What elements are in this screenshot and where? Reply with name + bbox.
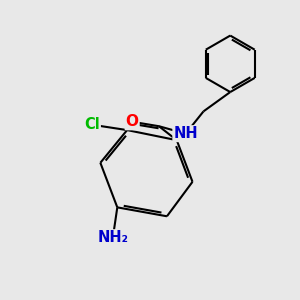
Text: NH₂: NH₂ [97,230,128,245]
Text: NH: NH [173,126,198,141]
Text: O: O [126,114,139,129]
Text: Cl: Cl [84,117,100,132]
